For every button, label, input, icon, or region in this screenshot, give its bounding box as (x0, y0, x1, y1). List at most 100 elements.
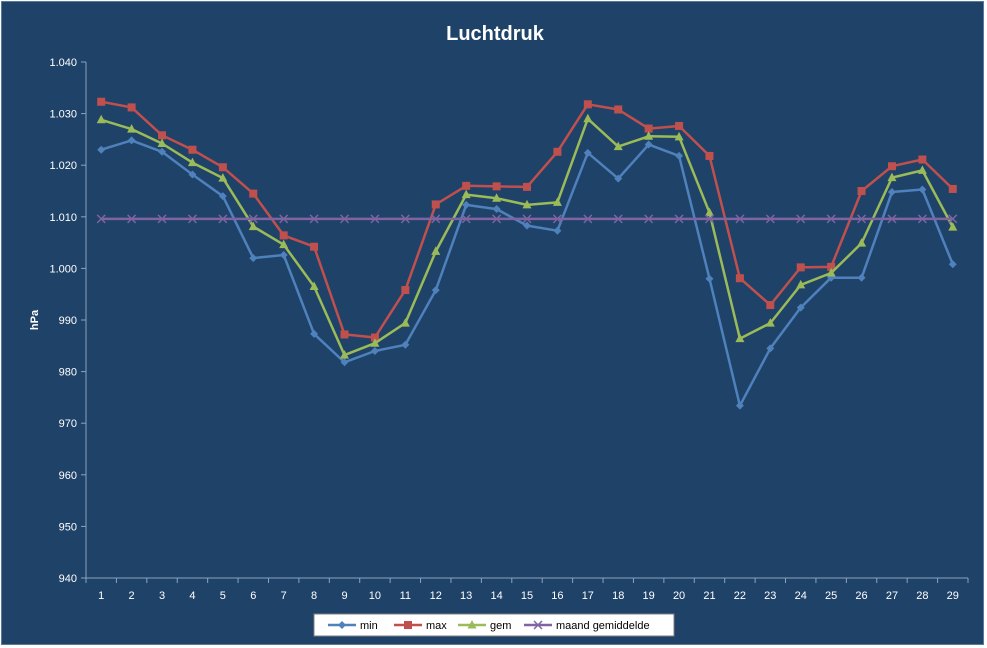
data-point-max (948, 184, 957, 193)
x-tick-label: 25 (825, 590, 837, 602)
legend-marker (533, 620, 543, 630)
data-point-min (188, 170, 197, 179)
data-point-maand-gemiddelde (309, 214, 319, 224)
legend-label: max (426, 620, 447, 632)
data-point-max (97, 97, 106, 106)
data-point-max (523, 182, 531, 191)
series-layer (96, 97, 958, 410)
legend-marker (404, 621, 412, 629)
data-point-maand-gemiddelde (248, 214, 258, 224)
legend-marker (467, 620, 477, 629)
data-point-min (705, 274, 714, 283)
data-point-max (918, 155, 927, 164)
y-tick-label: 1.000 (49, 263, 77, 275)
x-tick-label: 26 (855, 590, 867, 602)
data-point-min (948, 260, 957, 269)
data-point-gem (492, 193, 502, 202)
data-point-max (158, 131, 167, 140)
data-point-max (340, 330, 349, 339)
data-point-gem (826, 268, 836, 277)
data-point-maand-gemiddelde (796, 214, 806, 224)
data-point-maand-gemiddelde (96, 214, 106, 224)
data-point-maand-gemiddelde (187, 214, 197, 224)
data-point-gem (187, 157, 197, 167)
data-point-maand-gemiddelde (279, 214, 289, 224)
data-point-maand-gemiddelde (583, 214, 593, 224)
data-point-maand-gemiddelde (857, 214, 867, 224)
data-point-max (705, 151, 714, 160)
x-tick-label: 4 (189, 590, 195, 602)
legend-box (313, 613, 675, 637)
data-point-maand-gemiddelde (127, 214, 137, 224)
data-point-maand-gemiddelde (218, 214, 228, 224)
data-point-gem (461, 189, 471, 199)
legend-label: min (360, 620, 378, 632)
x-tick-label: 2 (129, 590, 135, 602)
x-tick-label: 5 (220, 590, 226, 602)
data-point-maand-gemiddelde (613, 214, 623, 224)
chart-title: Luchtdruk (446, 23, 545, 45)
legend-item-min: min (328, 620, 378, 632)
data-point-maand-gemiddelde (887, 214, 897, 224)
x-tick-label: 3 (159, 590, 165, 602)
data-point-maand-gemiddelde (948, 214, 958, 224)
y-tick-label: 940 (59, 573, 77, 585)
x-tick-label: 22 (734, 590, 746, 602)
data-point-max (310, 242, 319, 251)
x-tick-label: 17 (582, 590, 594, 602)
x-tick-label: 28 (916, 590, 928, 602)
data-point-min (614, 174, 623, 183)
data-point-gem (309, 281, 319, 290)
data-point-gem (431, 246, 441, 255)
data-point-gem (127, 124, 137, 133)
data-point-gem (948, 222, 958, 231)
data-point-max (887, 162, 896, 171)
data-point-min (766, 344, 775, 353)
data-point-min (523, 221, 531, 230)
legend-item-maand-gemiddelde: maand gemiddelde (524, 620, 650, 632)
legend-label: maand gemiddelde (556, 620, 650, 632)
x-tick-label: 12 (430, 590, 442, 602)
data-point-max (614, 105, 623, 114)
data-point-min (158, 147, 167, 156)
data-point-max (279, 231, 288, 240)
data-point-min (887, 188, 896, 197)
data-point-min (857, 273, 866, 282)
data-point-min (401, 340, 410, 349)
x-tick-label: 1 (98, 590, 104, 602)
data-point-min (340, 358, 349, 367)
x-tick-label: 20 (673, 590, 685, 602)
series-line-gem (100, 117, 954, 357)
data-point-min (735, 401, 744, 410)
data-point-min (97, 145, 106, 154)
data-point-maand-gemiddelde (400, 214, 410, 224)
x-tick-label: 7 (281, 590, 287, 602)
data-point-min (431, 286, 440, 295)
x-tick-label: 6 (250, 590, 256, 602)
x-tick-label: 9 (341, 590, 347, 602)
data-point-gem (157, 138, 167, 148)
data-point-max (675, 121, 684, 130)
data-point-min (249, 254, 258, 263)
data-point-max (127, 103, 136, 112)
data-point-maand-gemiddelde (370, 214, 380, 224)
x-tick-label: 19 (643, 590, 655, 602)
data-point-gem (613, 141, 623, 151)
data-point-max (218, 163, 227, 172)
data-point-gem (370, 338, 380, 347)
y-tick-label: 1.030 (49, 109, 77, 121)
data-point-max (370, 333, 379, 342)
data-point-max (553, 147, 562, 156)
legend-item-gem: gem (458, 620, 511, 632)
data-point-gem (704, 207, 714, 217)
data-point-maand-gemiddelde (157, 214, 167, 224)
data-point-maand-gemiddelde (461, 214, 471, 224)
data-point-min (644, 140, 653, 149)
data-point-gem (218, 173, 228, 182)
data-point-min (675, 151, 684, 160)
x-tick-label: 27 (886, 590, 898, 602)
legend-marker (338, 621, 346, 629)
y-tick-label: 970 (59, 418, 77, 430)
